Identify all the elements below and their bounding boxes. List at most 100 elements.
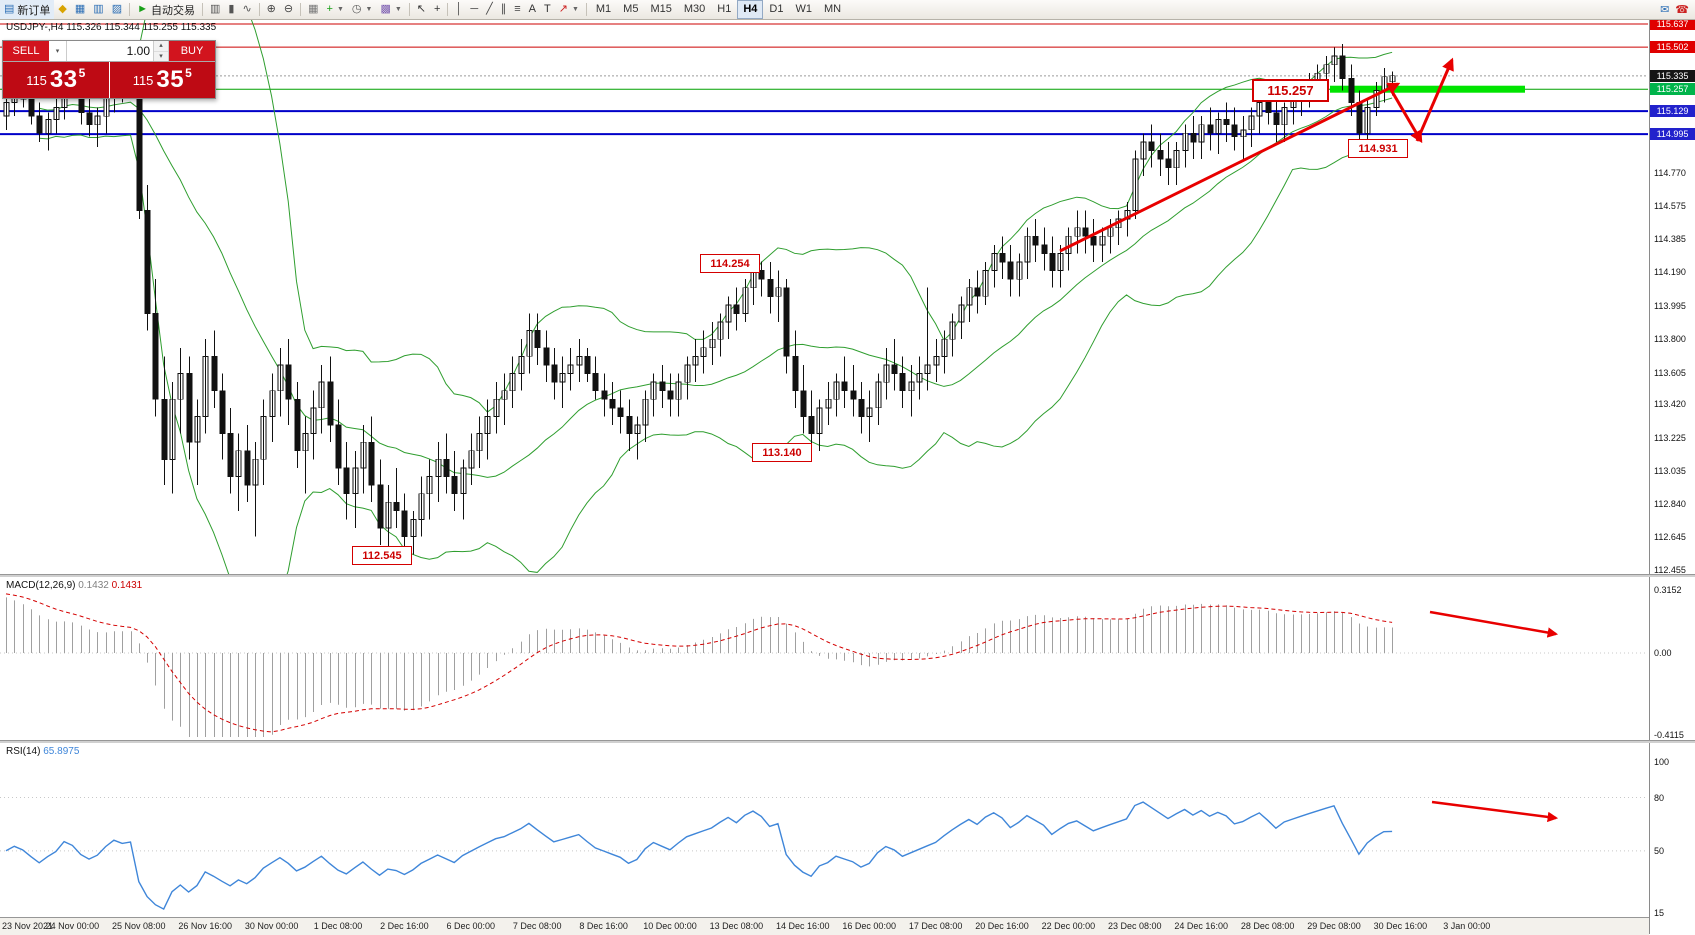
- price-tick: 113.035: [1654, 465, 1686, 476]
- time-axis[interactable]: 23 Nov 2021 24 Nov 00:00 25 Nov 08:00 26 No…: [0, 917, 1649, 935]
- sell-button[interactable]: SELL: [3, 41, 49, 61]
- horizontal-line-objects[interactable]: [0, 23, 1648, 136]
- text-icon[interactable]: A: [525, 0, 540, 19]
- community-icon[interactable]: ✉: [1660, 4, 1670, 16]
- trend-arrow[interactable]: [1431, 800, 1559, 823]
- price-callout-label[interactable]: 114.931: [1348, 139, 1408, 158]
- trendline-icon[interactable]: ╱: [482, 0, 497, 19]
- price-marker-label: 115.637: [1650, 18, 1695, 30]
- toolbar-separator: [585, 3, 587, 16]
- panel-separator-macd[interactable]: [0, 574, 1695, 577]
- arrows-icon[interactable]: ↗ ▼: [555, 0, 583, 19]
- line-chart-icon[interactable]: ∿: [238, 0, 255, 19]
- ask-price-pip: 5: [185, 66, 192, 80]
- price-callout-label[interactable]: 113.140: [752, 443, 812, 462]
- price-callout-label[interactable]: 115.257: [1252, 79, 1329, 102]
- macd-signal-line: [5, 593, 1393, 733]
- time-label: 25 Nov 08:00: [112, 921, 166, 931]
- volume-input[interactable]: [67, 41, 153, 61]
- auto-trading-button: ►: [137, 3, 148, 15]
- volume-decrease-button[interactable]: ▾: [154, 51, 168, 61]
- auto-trading-button[interactable]: ► 自动交易: [133, 0, 199, 19]
- vertical-line-icon: │: [455, 3, 463, 15]
- price-tick: 113.995: [1654, 300, 1686, 311]
- timeframe-button-mn[interactable]: MN: [823, 3, 842, 15]
- time-label: 13 Dec 08:00: [709, 921, 764, 931]
- time-label: 1 Dec 08:00: [313, 921, 363, 931]
- fibonacci-icon: ≡: [514, 3, 521, 15]
- price-tick: 114.385: [1654, 233, 1686, 244]
- panel-separator-rsi[interactable]: [0, 740, 1695, 743]
- candlestick-chart-icon[interactable]: ▮: [224, 0, 238, 19]
- market-watch-icon[interactable]: ◆: [54, 0, 70, 19]
- trend-arrow[interactable]: [1059, 82, 1401, 253]
- new-chart-button[interactable]: + ▼: [323, 0, 348, 19]
- timeframe-button-m5[interactable]: M5: [623, 3, 639, 15]
- navigator-icon: ▥: [93, 3, 104, 15]
- bid-quote-button[interactable]: 115 33 5: [3, 62, 109, 98]
- cursor-icon[interactable]: ↖: [413, 0, 430, 19]
- arrows-icon: ↗: [558, 3, 568, 15]
- volume-dropdown[interactable]: ▾: [49, 41, 67, 61]
- chevron-down-icon: ▼: [571, 6, 579, 13]
- price-callout-label[interactable]: 114.254: [700, 254, 760, 273]
- timeframe-button-m1[interactable]: M1: [595, 3, 612, 15]
- text-label-icon[interactable]: T: [540, 0, 555, 19]
- horizontal-line-icon[interactable]: ─: [466, 0, 482, 19]
- macd-signal-value: 0.1431: [111, 580, 143, 591]
- toolbar-separator: [258, 3, 260, 16]
- new-order-button[interactable]: ▤ 新订单: [0, 0, 55, 19]
- timeframe-button-m15[interactable]: M15: [650, 3, 672, 15]
- toolbar-separator: [408, 3, 410, 16]
- template-button[interactable]: ▩ ▼: [376, 0, 405, 19]
- time-label: 10 Dec 00:00: [643, 921, 697, 931]
- price-axis[interactable]: 114.770 114.575 114.385 114.190 113.995 113.8…: [1649, 0, 1695, 934]
- timeframe-button-d1[interactable]: D1: [769, 3, 784, 15]
- ask-quote-button[interactable]: 115 35 5: [109, 62, 215, 98]
- support-icon[interactable]: ☎: [1675, 4, 1689, 16]
- trend-arrows[interactable]: [1059, 57, 1559, 823]
- channel-icon[interactable]: ∥: [497, 0, 511, 19]
- timeframe-button-h4[interactable]: H4: [737, 0, 764, 19]
- navigator-icon[interactable]: ▥: [89, 0, 107, 19]
- tile-windows-icon[interactable]: ▦: [304, 0, 322, 19]
- crosshair-icon[interactable]: +: [430, 0, 444, 19]
- bid-price-prefix: 115: [26, 72, 47, 88]
- vertical-line-icon[interactable]: │: [451, 0, 466, 19]
- trend-arrow[interactable]: [1388, 87, 1423, 144]
- period-button[interactable]: ◷ ▼: [348, 0, 377, 19]
- zoom-in-icon[interactable]: ⊕: [263, 0, 280, 19]
- terminal-icon[interactable]: ▨: [108, 0, 126, 19]
- toolbar: ▤ 新订单 ◆ ▦ ▥ ▨ ► 自动交易 ▥ ▮ ∿ ⊕ ⊖ ▦ + ▼ ◷ ▼ ▩ ▼ ↖ + │ ─ ╱ ∥ ≡ A T ↗ ▼ M1 M5…: [0, 0, 1695, 20]
- zoom-out-icon[interactable]: ⊖: [280, 0, 297, 19]
- fibonacci-icon[interactable]: ≡: [510, 0, 524, 19]
- zoom-out-icon: ⊖: [283, 3, 294, 15]
- macd-panel: [0, 593, 1648, 737]
- time-label: 28 Dec 08:00: [1240, 921, 1295, 931]
- trend-arrow[interactable]: [1415, 57, 1454, 142]
- trend-arrow[interactable]: [1429, 610, 1559, 638]
- price-callout-label[interactable]: 112.545: [352, 546, 412, 565]
- price-marker-label: 115.257: [1650, 83, 1695, 96]
- toolbar-separator: [201, 3, 203, 16]
- timeframe-button-w1[interactable]: W1: [795, 3, 812, 15]
- bar-chart-icon[interactable]: ▥: [206, 0, 224, 19]
- timeframe-button-m30[interactable]: M30: [683, 3, 706, 15]
- time-label: 30 Nov 00:00: [244, 921, 299, 931]
- macd-tick: -0.4115: [1654, 730, 1684, 740]
- volume-increase-button[interactable]: ▴: [154, 41, 168, 52]
- tile-windows-icon: ▦: [308, 3, 319, 15]
- rsi-line: [5, 801, 1393, 911]
- toolbar-separator: [300, 3, 302, 16]
- data-window-icon[interactable]: ▦: [71, 0, 89, 19]
- volume-stepper: ▴ ▾: [153, 41, 169, 61]
- green-zone-rectangle[interactable]: [1330, 85, 1525, 93]
- price-marker-label: 115.502: [1650, 41, 1695, 54]
- timeframe-button-h1[interactable]: H1: [717, 3, 732, 15]
- time-label: 20 Dec 16:00: [975, 921, 1029, 931]
- price-marker-label: 115.129: [1650, 105, 1695, 118]
- buy-button[interactable]: BUY: [169, 41, 215, 61]
- crosshair-icon: +: [434, 3, 441, 15]
- time-label: 23 Dec 08:00: [1108, 921, 1162, 931]
